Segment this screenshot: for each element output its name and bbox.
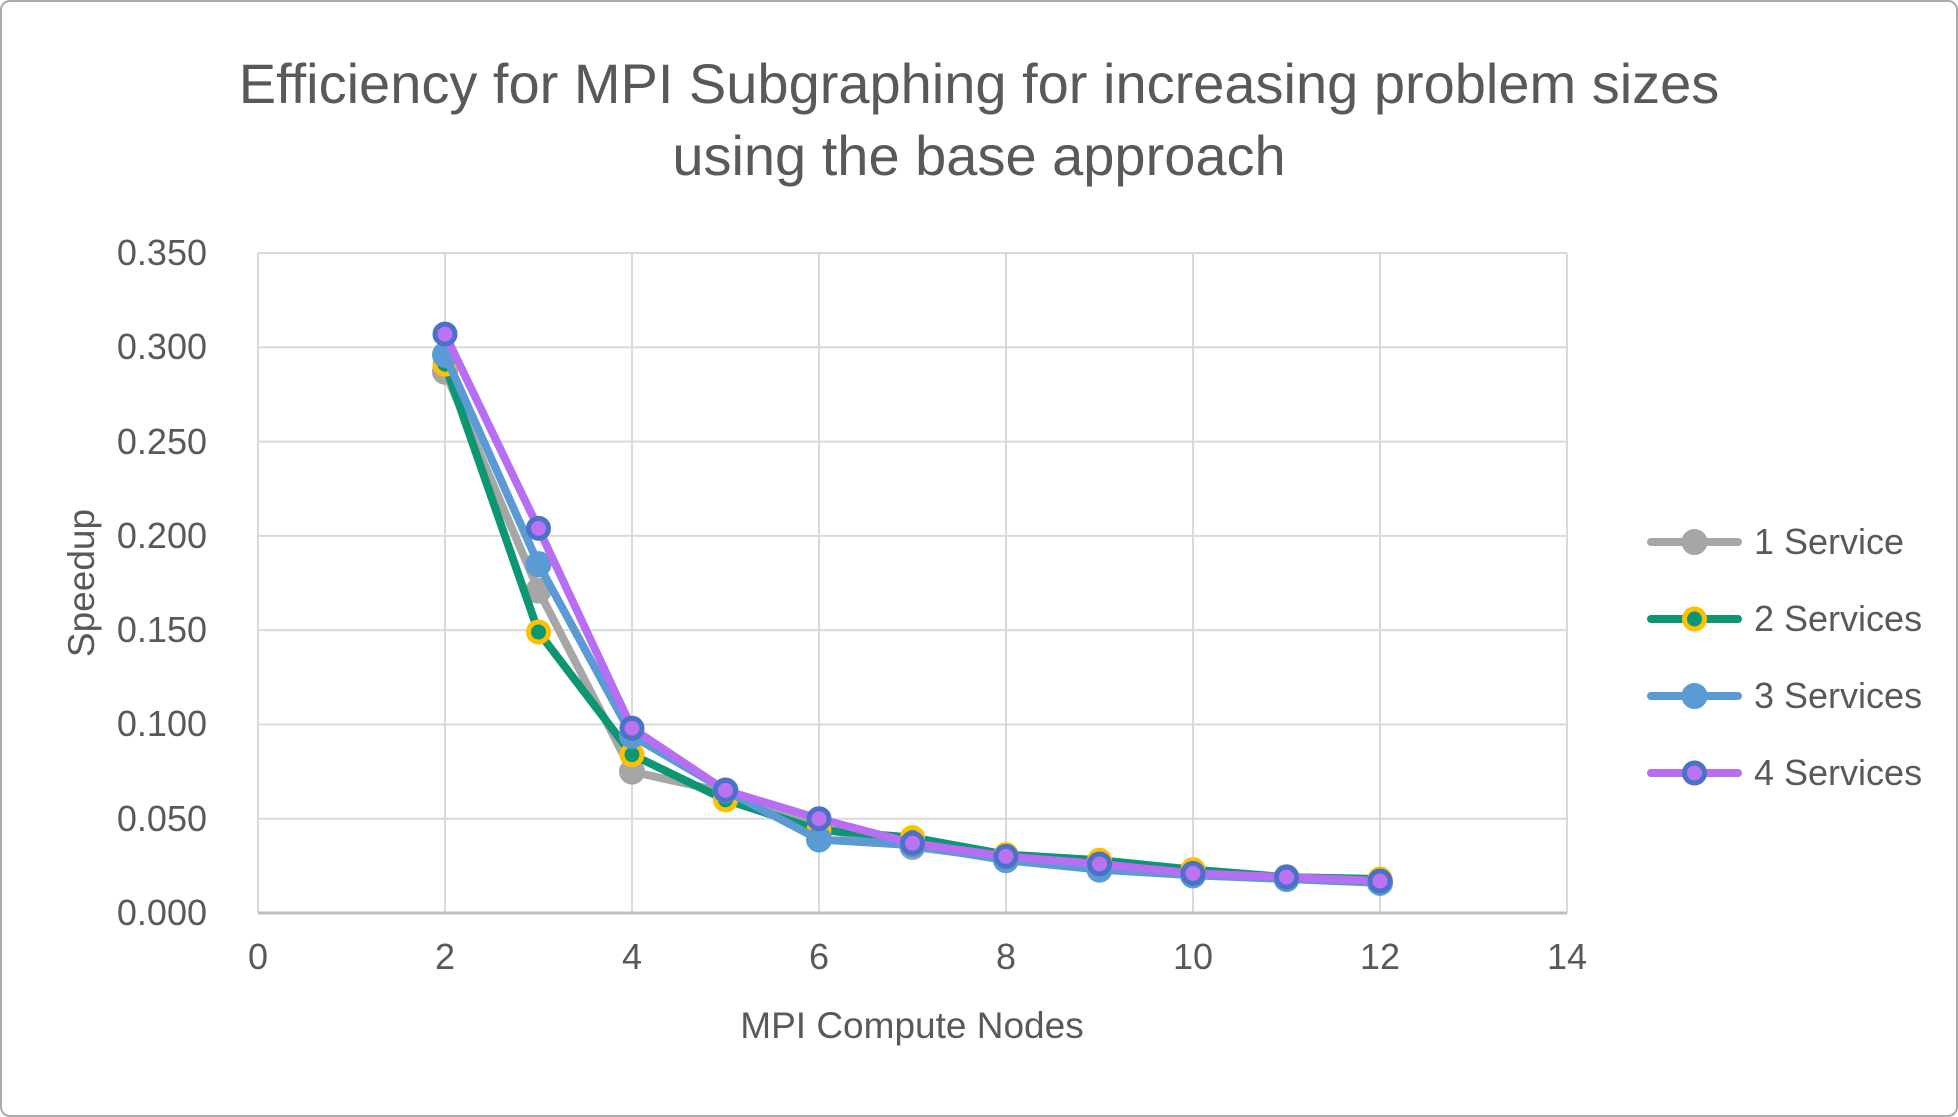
- legend-swatch: [1647, 529, 1742, 555]
- y-tick-label: 0.000: [116, 892, 207, 933]
- data-point-4-services: [1367, 868, 1393, 894]
- y-tick-label: 0.100: [116, 703, 207, 745]
- data-point-3-services: [525, 551, 552, 578]
- data-point-4-services: [619, 715, 645, 741]
- legend-item-3-services: 3 Services: [1647, 675, 1923, 716]
- x-tick-label: 10: [1172, 936, 1214, 977]
- y-tick-label: 0.250: [116, 420, 207, 462]
- legend-marker: [1681, 529, 1708, 555]
- data-point-4-services: [806, 806, 832, 832]
- y-axis-title: Speedup: [61, 508, 102, 658]
- data-point-3-services: [806, 826, 832, 853]
- legend-label: 1 Service: [1754, 521, 1905, 562]
- data-point-4-services: [900, 830, 925, 856]
- legend-marker: [1681, 683, 1708, 709]
- y-tick-label: 0.350: [116, 232, 207, 273]
- y-tick-label: 0.050: [116, 797, 207, 839]
- legend-label: 3 Services: [1754, 675, 1923, 716]
- y-tick-label: 0.300: [116, 326, 207, 368]
- data-point-2-services: [526, 619, 551, 645]
- data-point-4-services: [713, 777, 738, 803]
- legend-swatch: [1647, 683, 1742, 709]
- legend-swatch: [1647, 606, 1742, 632]
- data-point-4-services: [432, 321, 458, 347]
- y-tick-label: 0.200: [116, 514, 207, 556]
- x-tick-label: 6: [808, 936, 830, 977]
- data-point-4-services: [1274, 864, 1299, 890]
- legend-label: 4 Services: [1754, 752, 1923, 793]
- chart-title-line-2: using the base approach: [672, 124, 1286, 187]
- chart-title-line-1: Efficiency for MPI Subgraphing for incre…: [238, 52, 1720, 115]
- x-tick-label: 4: [621, 936, 643, 977]
- legend-item-2-services: 2 Services: [1647, 598, 1923, 639]
- series-line-4-services: [441, 330, 1384, 885]
- data-point-4-services: [1087, 851, 1112, 877]
- data-point-4-services: [1180, 860, 1206, 886]
- x-tick-label: 14: [1546, 936, 1588, 977]
- x-tick-label: 0: [247, 936, 269, 977]
- legend-marker: [1682, 760, 1707, 786]
- x-tick-label: 2: [434, 936, 456, 977]
- legend-label: 2 Services: [1754, 598, 1923, 639]
- data-point-4-services: [993, 843, 1019, 869]
- legend-swatch: [1647, 760, 1742, 786]
- x-axis-title: MPI Compute Nodes: [740, 1005, 1084, 1046]
- x-tick-label: 12: [1359, 936, 1401, 977]
- y-tick-label: 0.150: [116, 609, 207, 651]
- chart-title: Efficiency for MPI Subgraphing for incre…: [2, 48, 1956, 192]
- legend-item-4-services: 4 Services: [1647, 752, 1923, 793]
- data-point-4-services: [526, 515, 551, 541]
- x-tick-label: 8: [995, 936, 1017, 977]
- legend-marker: [1682, 606, 1707, 632]
- legend-item-1-service: 1 Service: [1647, 521, 1905, 562]
